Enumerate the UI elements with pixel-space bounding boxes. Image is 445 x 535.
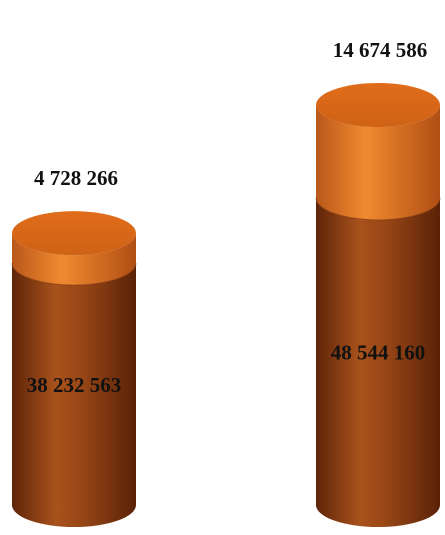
bar-lower-1 [12,263,136,527]
value-label-bottom-2: 48 544 160 [331,340,426,364]
bar-upper-2 [316,105,440,220]
value-label-bottom-1: 38 232 563 [27,373,122,397]
bar-upper-1 [12,233,136,286]
value-label-top-1: 4 728 266 [34,166,118,190]
bar-seam-2 [315,197,441,221]
value-label-top-2: 14 674 586 [333,38,428,62]
bar-lower-2 [316,197,440,527]
bar-cap-2 [316,83,440,127]
bar-seam-1 [11,263,137,286]
bar-cap-1 [12,211,136,256]
